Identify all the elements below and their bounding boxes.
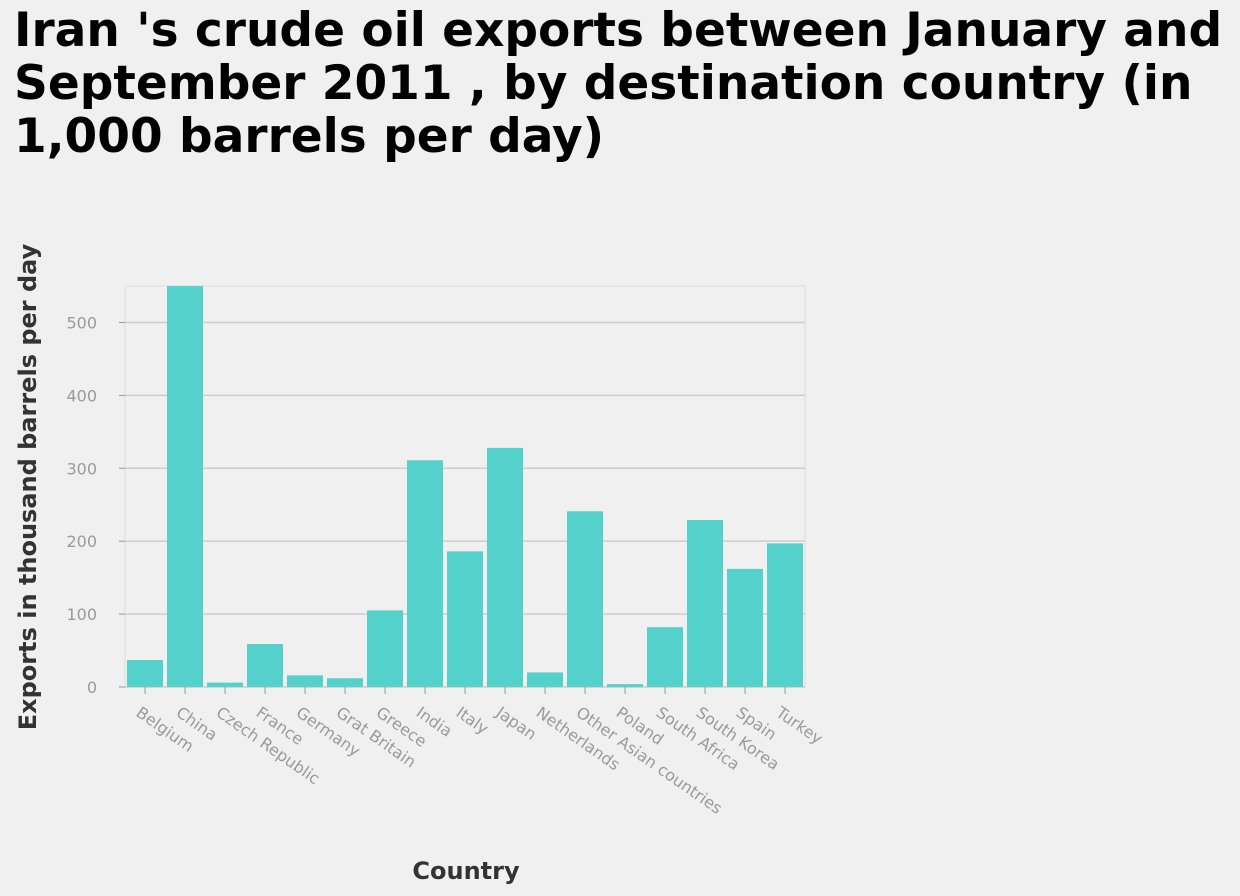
bar-turkey [767,543,803,687]
bar-poland [607,684,643,687]
bar-other-asian-countries [567,511,603,687]
bar-france [247,643,283,687]
bar-south-africa [647,627,683,687]
y-tick-label: 100 [66,605,97,624]
y-tick-label: 0 [87,678,97,697]
bar-japan [487,447,523,687]
y-tick-label: 300 [66,459,97,478]
bar-germany [287,675,323,687]
bar-india [407,460,443,687]
y-tick-label: 400 [66,386,97,405]
bar-south-korea [687,520,723,687]
x-tick-label: Turkey [772,702,826,748]
y-tick-labels: 0 100 200 300 400 500 [66,313,97,697]
bars [127,286,803,687]
bar-greece [367,610,403,687]
y-tick-label: 500 [66,313,97,332]
bar-spain [727,568,763,687]
bar-italy [447,551,483,687]
bar-czech-republic [207,682,243,687]
bar-china [167,286,203,687]
y-tick-label: 200 [66,532,97,551]
x-tick-label: Japan [492,702,540,744]
x-tick-label: Italy [453,703,492,738]
bar-netherlands [527,672,563,687]
bar-grat-britain [327,678,363,687]
bar-belgium [127,660,163,687]
y-axis-title: Exports in thousand barrels per day [14,243,42,730]
chart-title: Iran 's crude oil exports between Januar… [14,3,1223,164]
x-axis-title: Country [412,857,520,885]
